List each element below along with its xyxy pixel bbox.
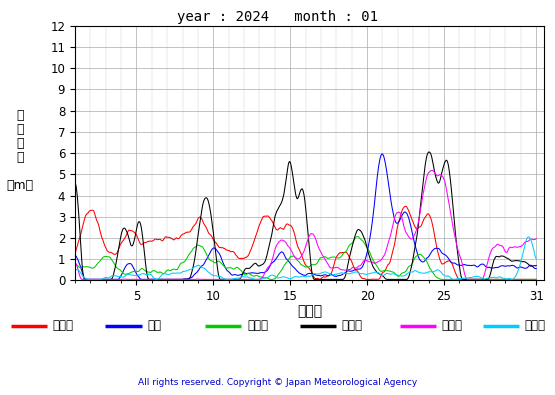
Text: 唐桑: 唐桑: [147, 320, 161, 332]
Text: 生月島: 生月島: [441, 320, 462, 332]
Text: year : 2024   month : 01: year : 2024 month : 01: [177, 10, 378, 24]
Text: 屋久島: 屋久島: [524, 320, 546, 332]
Text: 石廈崎: 石廈崎: [247, 320, 268, 332]
X-axis label: （日）: （日）: [297, 305, 322, 318]
Text: All rights reserved. Copyright © Japan Meteorological Agency: All rights reserved. Copyright © Japan M…: [138, 378, 417, 387]
Text: 有
義
波
高

（m）: 有 義 波 高 （m）: [7, 109, 34, 192]
Text: 経ヶ尬: 経ヶ尬: [341, 320, 362, 332]
Text: 上ノ国: 上ノ国: [53, 320, 74, 332]
